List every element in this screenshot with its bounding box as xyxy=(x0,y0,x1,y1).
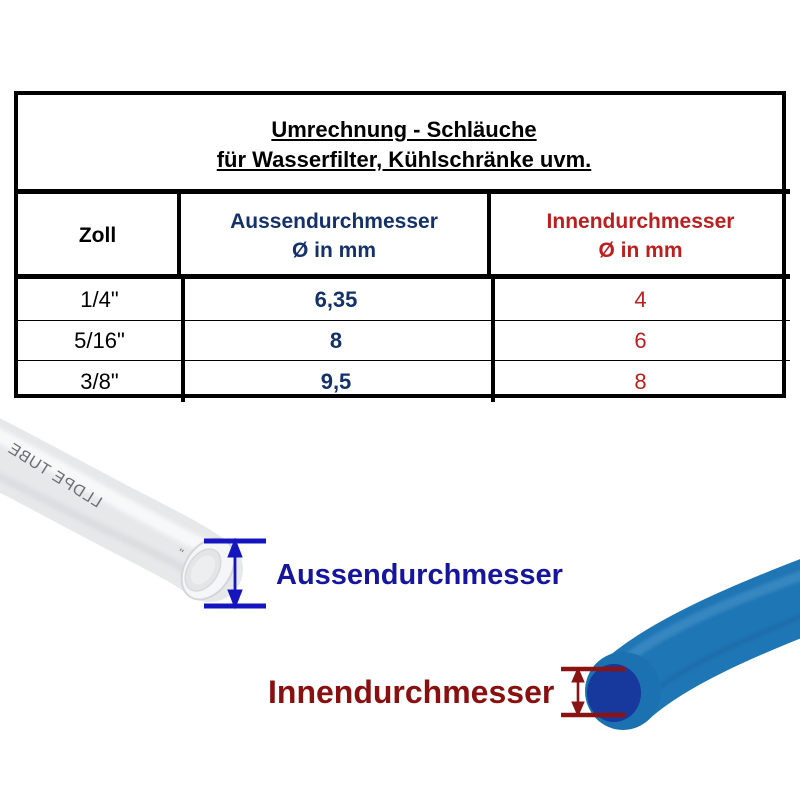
svg-text:Aussendurchmesser: Aussendurchmesser xyxy=(276,559,563,591)
svg-text:Innendurchmesser: Innendurchmesser xyxy=(268,674,554,710)
